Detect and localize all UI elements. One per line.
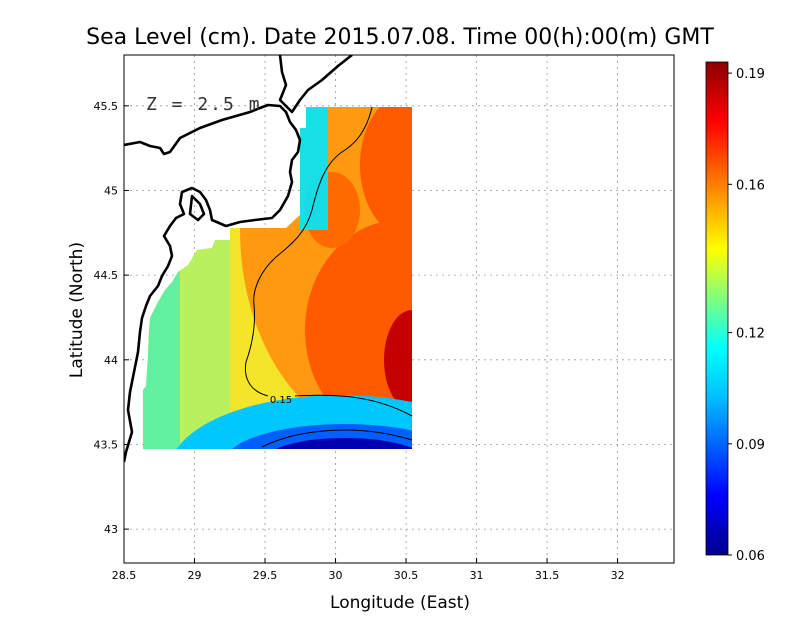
coastline-north (278, 55, 353, 114)
contour-lines (244, 106, 413, 448)
colorbar-ticks: 0.06 0.09 0.12 0.16 0.19 (728, 67, 765, 564)
colorbar-tick-label: 0.09 (736, 438, 765, 453)
y-tick-label: 44 (104, 354, 118, 367)
y-axis-title: Latitude (North) (67, 242, 87, 378)
colorbar-tick-label: 0.06 (736, 549, 765, 564)
coastline (124, 55, 353, 463)
y-tick-label: 45 (104, 184, 118, 197)
x-tick-label: 32 (611, 569, 625, 582)
y-tick-label: 45.5 (94, 100, 119, 113)
x-tick-label: 30 (329, 569, 343, 582)
x-tick-label: 29.5 (253, 569, 278, 582)
field-south-cyan (170, 395, 412, 449)
colorbar (705, 61, 729, 556)
x-tick-label: 31 (470, 569, 484, 582)
contour-015-south (294, 394, 413, 417)
contour-label: 0.15 (270, 395, 292, 406)
plot-frame (123, 54, 675, 564)
colorbar-tick-label: 0.12 (736, 327, 765, 342)
y-tick-label: 44.5 (94, 269, 119, 282)
x-tick-label: 29 (188, 569, 202, 582)
field-north-red-region (360, 107, 412, 235)
coastline-lagoon (188, 194, 206, 222)
contour-low (261, 429, 413, 448)
coastline-west (124, 103, 302, 463)
x-tick-label: 28.5 (112, 569, 137, 582)
chart-title: Sea Level (cm). Date 2015.07.08. Time 00… (86, 25, 714, 50)
y-tick-label: 43 (104, 523, 118, 536)
x-tick-label: 30.5 (394, 569, 419, 582)
field-max-region (384, 310, 412, 410)
x-axis-title: Longitude (East) (330, 593, 470, 613)
y-tick-label: 43.5 (94, 438, 119, 451)
colorbar-tick-label: 0.16 (736, 178, 765, 193)
x-ticks: 28.5 29 29.5 30 30.5 31 31.5 32 (112, 558, 625, 582)
y-ticks: 43 43.5 44 44.5 45 45.5 (94, 100, 129, 536)
colorbar-tick-label: 0.19 (736, 67, 765, 82)
x-tick-label: 31.5 (535, 569, 560, 582)
contour-015-north (244, 106, 373, 397)
field-south-blue (225, 424, 412, 449)
depth-annotation: Z = 2.5 m (146, 94, 262, 115)
